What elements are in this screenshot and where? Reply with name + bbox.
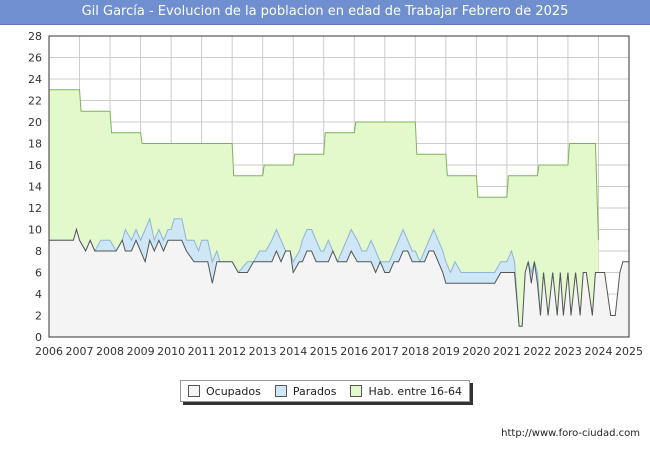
x-tick-label: 2011: [188, 345, 216, 358]
legend-swatch-hab: [350, 385, 363, 397]
title-bar: Gil García - Evolucion de la poblacion e…: [0, 0, 650, 25]
x-tick-label: 2007: [66, 345, 94, 358]
legend-label-ocupados: Ocupados: [205, 384, 261, 398]
y-tick-label: 22: [28, 95, 42, 108]
legend-item-ocupados: Ocupados: [187, 384, 261, 398]
x-tick-label: 2017: [371, 345, 399, 358]
x-tick-label: 2014: [279, 345, 307, 358]
y-tick-label: 10: [28, 224, 42, 237]
x-tick-label: 2018: [401, 345, 429, 358]
y-tick-label: 16: [28, 159, 42, 172]
legend-swatch-parados: [274, 385, 287, 397]
x-tick-label: 2015: [310, 345, 338, 358]
y-tick-label: 18: [28, 138, 42, 151]
x-tick-label: 2022: [523, 345, 551, 358]
legend: Ocupados Parados Hab. entre 16-64: [180, 380, 470, 402]
y-tick-label: 0: [35, 331, 42, 344]
chart-title: Gil García - Evolucion de la poblacion e…: [81, 4, 569, 19]
y-tick-label: 2: [35, 310, 42, 323]
y-tick-label: 26: [28, 52, 42, 65]
x-tick-label: 2013: [249, 345, 277, 358]
ocupados-series-area: [49, 229, 629, 337]
x-tick-label: 2020: [462, 345, 490, 358]
y-tick-label: 28: [28, 30, 42, 43]
y-tick-label: 24: [28, 73, 42, 86]
y-tick-label: 4: [35, 288, 42, 301]
y-tick-label: 20: [28, 116, 42, 129]
areas: [49, 89, 629, 337]
x-tick-label: 2021: [493, 345, 521, 358]
legend-label-hab: Hab. entre 16-64: [368, 384, 462, 398]
x-tick-label: 2023: [554, 345, 582, 358]
plot-frame: [48, 35, 630, 338]
legend-swatch-ocupados: [187, 385, 200, 397]
legend-item-hab: Hab. entre 16-64: [350, 385, 462, 398]
x-tick-label: 2008: [96, 345, 124, 358]
x-tick-label: 2010: [157, 345, 185, 358]
x-tick-label: 2024: [584, 345, 612, 358]
y-tick-label: 6: [35, 267, 42, 280]
parados-series-line: [49, 217, 599, 327]
x-tick-label: 2019: [432, 345, 460, 358]
y-tick-label: 8: [35, 245, 42, 258]
y-tick-label: 12: [28, 202, 42, 215]
legend-item-parados: Parados: [274, 384, 337, 398]
x-tick-label: 2016: [340, 345, 368, 358]
x-tick-label: 2009: [127, 345, 155, 358]
legend-label-parados: Parados: [292, 384, 337, 398]
footer-url[interactable]: http://www.foro-ciudad.com: [501, 428, 640, 439]
hab-series-line: [49, 89, 599, 241]
x-tick-label: 2006: [35, 345, 63, 358]
x-tick-label: 2025: [615, 345, 643, 358]
ocupados-series-line: [49, 227, 629, 327]
y-tick-label: 14: [28, 181, 42, 194]
x-tick-label: 2012: [218, 345, 246, 358]
